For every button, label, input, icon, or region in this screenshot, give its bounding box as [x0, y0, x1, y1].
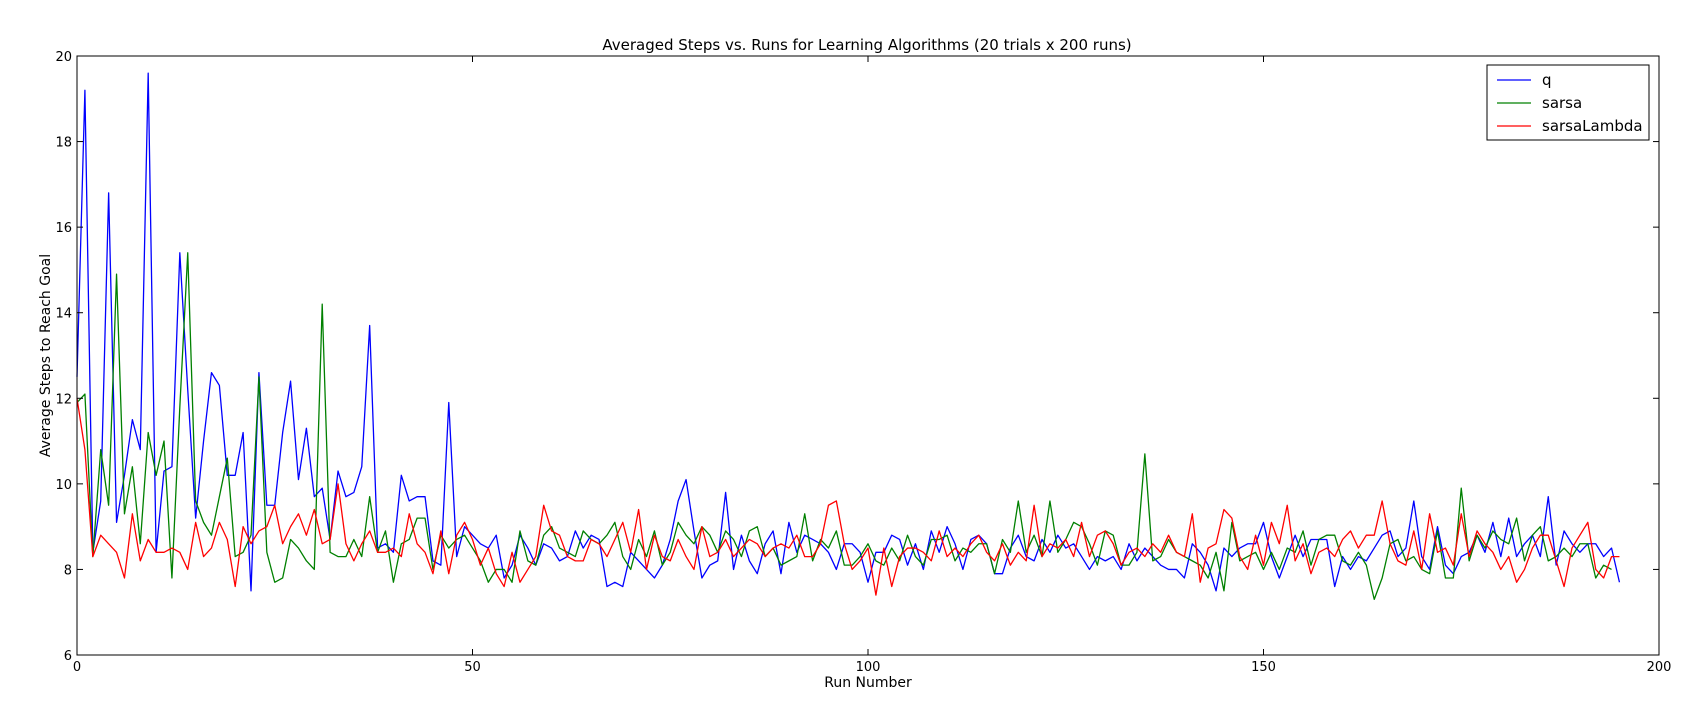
x-tick-label: 50 [464, 660, 481, 675]
y-tick-label: 8 [64, 563, 72, 578]
series-line-sarsaLambda [76, 398, 1620, 596]
x-tick-label: 200 [1647, 660, 1672, 675]
y-tick-label: 18 [55, 136, 72, 151]
x-tick-label: 100 [856, 660, 881, 675]
legend-label-sarsaLambda: sarsaLambda [1542, 117, 1643, 135]
series-layer [76, 72, 1621, 601]
y-tick-label: 10 [55, 478, 72, 493]
axis-ticks: 0 50 100 150 200 6 8 10 12 14 16 18 20 [55, 50, 1671, 675]
chart-title: Averaged Steps vs. Runs for Learning Alg… [602, 36, 1131, 54]
legend: q sarsa sarsaLambda [1486, 64, 1650, 141]
y-axis-title: Average Steps to Reach Goal [38, 254, 54, 457]
x-axis-title: Run Number [824, 675, 912, 691]
y-tick-label: 14 [55, 307, 72, 322]
series-line-sarsa [76, 252, 1612, 601]
y-tick-label: 6 [64, 649, 72, 664]
legend-label-sarsa: sarsa [1542, 94, 1582, 112]
legend-label-q: q [1542, 71, 1552, 89]
x-tick-label: 0 [73, 660, 81, 675]
x-tick-label: 150 [1251, 660, 1276, 675]
y-tick-label: 16 [55, 221, 72, 236]
y-tick-label: 20 [55, 50, 72, 65]
y-tick-label: 12 [55, 392, 72, 407]
